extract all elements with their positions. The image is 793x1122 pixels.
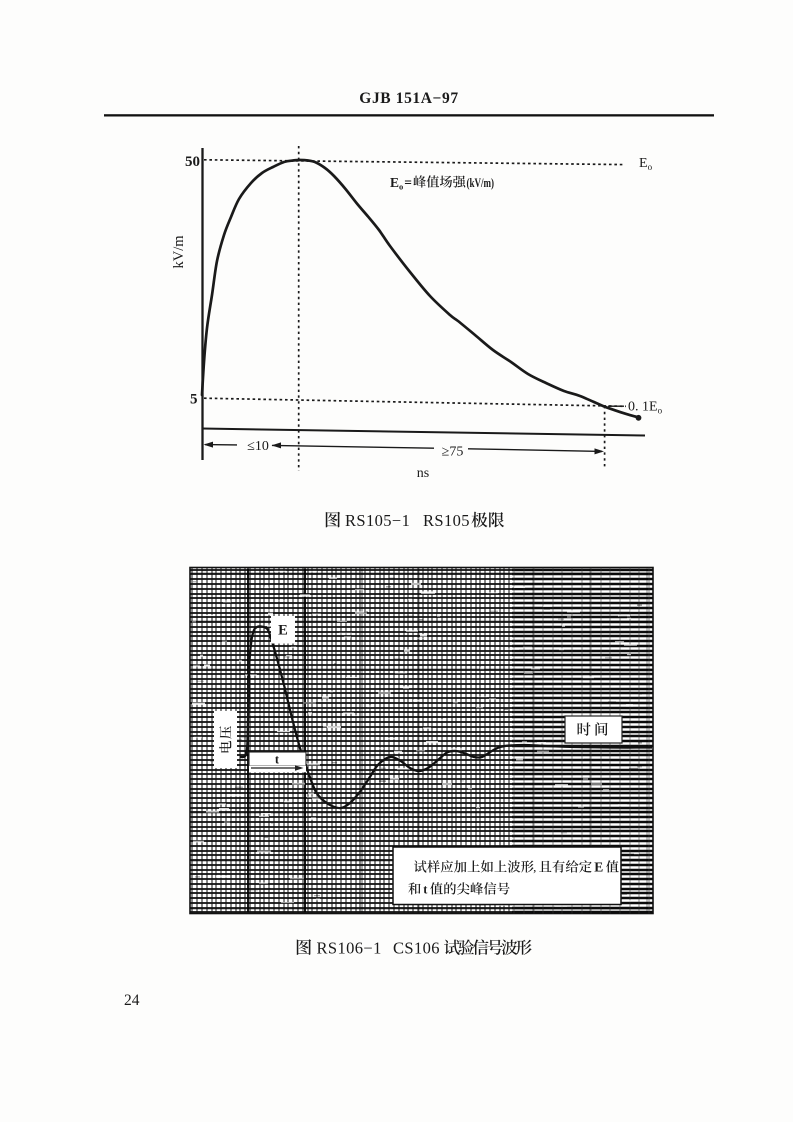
svg-text:≤10: ≤10 [247,439,269,454]
svg-text:ns: ns [417,466,429,481]
svg-text:RS105−1: RS105−1 [345,511,410,530]
svg-text:CS106: CS106 [393,939,440,958]
svg-text:,: , [533,860,536,875]
svg-text:50: 50 [185,154,200,170]
svg-text:RS106−1: RS106−1 [317,939,382,958]
svg-text:≥75: ≥75 [442,445,464,460]
svg-text:(kV/m): (kV/m) [467,176,495,190]
svg-text:0. 1Eo: 0. 1Eo [628,400,663,416]
svg-text:kV/m: kV/m [171,235,187,269]
svg-text:t: t [423,883,428,897]
svg-text:E: E [278,623,288,639]
svg-text:t: t [275,753,280,767]
svg-text:5: 5 [190,392,198,408]
svg-text:GJB 151A−97: GJB 151A−97 [359,90,458,107]
svg-text:RS105: RS105 [423,511,470,530]
svg-text:24: 24 [124,992,140,1009]
svg-text:Eo=: Eo= [390,175,412,192]
svg-text:E: E [594,860,603,875]
